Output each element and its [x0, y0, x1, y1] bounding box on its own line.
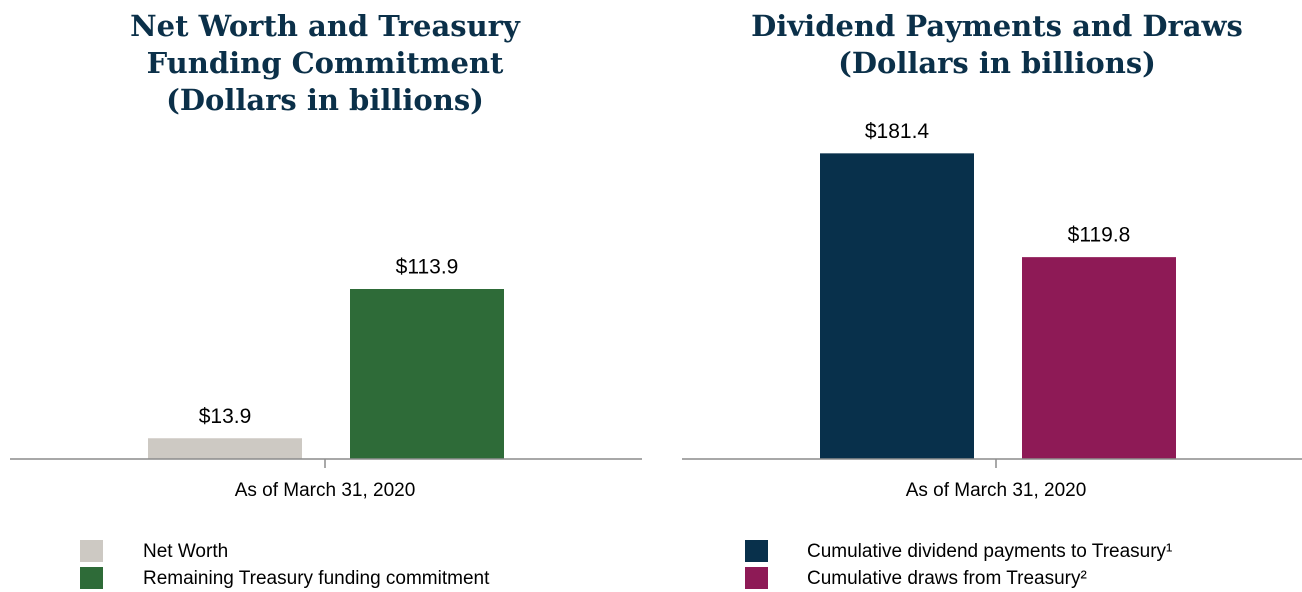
legend-label: Cumulative draws from Treasury²	[807, 568, 1087, 589]
chart-title: Net Worth and Treasury	[130, 9, 521, 43]
legend-swatch	[80, 567, 103, 589]
x-tick-label: As of March 31, 2020	[235, 480, 416, 501]
bar	[350, 289, 504, 459]
value-label: $13.9	[199, 405, 252, 428]
bar	[820, 153, 974, 459]
legend-swatch	[745, 540, 768, 562]
legend-label: Remaining Treasury funding commitment	[143, 568, 490, 589]
legend-swatch	[80, 540, 103, 562]
chart-title: Dividend Payments and Draws	[751, 9, 1243, 43]
x-tick-label: As of March 31, 2020	[906, 480, 1087, 501]
chart-title: (Dollars in billions)	[838, 46, 1156, 80]
value-label: $113.9	[396, 256, 459, 279]
chart-title: Funding Commitment	[147, 46, 504, 80]
value-label: $119.8	[1068, 224, 1131, 247]
legend-label: Cumulative dividend payments to Treasury…	[807, 541, 1172, 562]
legend-label: Net Worth	[143, 541, 228, 562]
legend-swatch	[745, 567, 768, 589]
bar	[148, 438, 302, 459]
chart-title: (Dollars in billions)	[166, 83, 484, 117]
value-label: $181.4	[865, 120, 930, 143]
bar	[1022, 257, 1176, 459]
